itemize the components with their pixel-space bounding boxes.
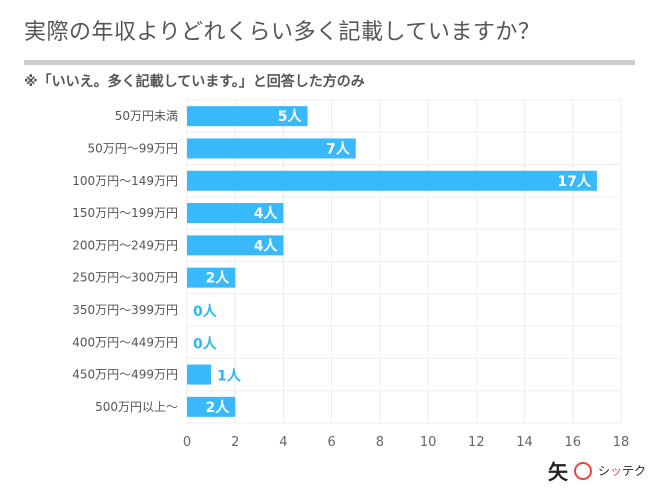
bar xyxy=(187,267,236,288)
bar-value-label: 4人 xyxy=(254,237,279,254)
title-divider xyxy=(24,60,635,65)
x-tick-label: 18 xyxy=(613,435,630,450)
bar-value-label: 5人 xyxy=(278,108,303,125)
category-label: 150万円〜199万円 xyxy=(72,206,178,220)
x-tick-label: 0 xyxy=(183,435,191,450)
bar-value-label: 7人 xyxy=(326,140,351,157)
bar xyxy=(187,364,212,385)
bar-value-label: 0人 xyxy=(193,335,218,352)
bar xyxy=(187,170,597,191)
bar xyxy=(187,138,356,159)
bar xyxy=(187,203,284,224)
bar xyxy=(187,235,284,256)
x-tick-label: 14 xyxy=(516,435,533,450)
x-tick-label: 6 xyxy=(328,435,336,450)
x-tick-label: 16 xyxy=(565,435,582,450)
bar-value-label: 1人 xyxy=(217,368,242,385)
category-label: 450万円〜499万円 xyxy=(72,368,178,382)
category-label: 200万円〜249万円 xyxy=(72,238,178,252)
category-label: 50万円〜99万円 xyxy=(87,141,178,155)
bar xyxy=(187,396,236,417)
category-label: 100万円〜149万円 xyxy=(72,174,178,188)
bar-value-label: 2人 xyxy=(205,270,230,287)
x-tick-label: 8 xyxy=(376,435,384,450)
bar-value-label: 4人 xyxy=(254,205,279,222)
category-label: 500万円以上〜 xyxy=(95,400,178,414)
bar-value-label: 0人 xyxy=(193,303,218,320)
bar-value-label: 2人 xyxy=(205,399,230,416)
category-label: 50万円未満 xyxy=(115,109,178,123)
smiley-face-icon xyxy=(574,461,592,480)
x-tick-label: 12 xyxy=(468,435,485,450)
chart-title: 実際の年収よりどれくらい多く記載していますか？ xyxy=(24,20,541,45)
category-label: 250万円〜300万円 xyxy=(72,271,178,285)
category-label: 350万円〜399万円 xyxy=(72,303,178,317)
logo-kanji: 矢 xyxy=(548,460,568,484)
category-label: 400万円〜449万円 xyxy=(72,335,178,349)
bar-value-label: 17人 xyxy=(557,173,591,190)
x-tick-label: 10 xyxy=(420,435,437,450)
x-tick-label: 4 xyxy=(279,435,287,450)
brand-logo: 矢 シッテク xyxy=(548,456,646,485)
logo-text: シッテク xyxy=(598,464,647,478)
bar xyxy=(187,106,308,127)
x-tick-label: 2 xyxy=(231,435,239,450)
chart-subtitle: ※「いいえ。多く記載しています。」と回答した方のみ xyxy=(24,74,365,90)
